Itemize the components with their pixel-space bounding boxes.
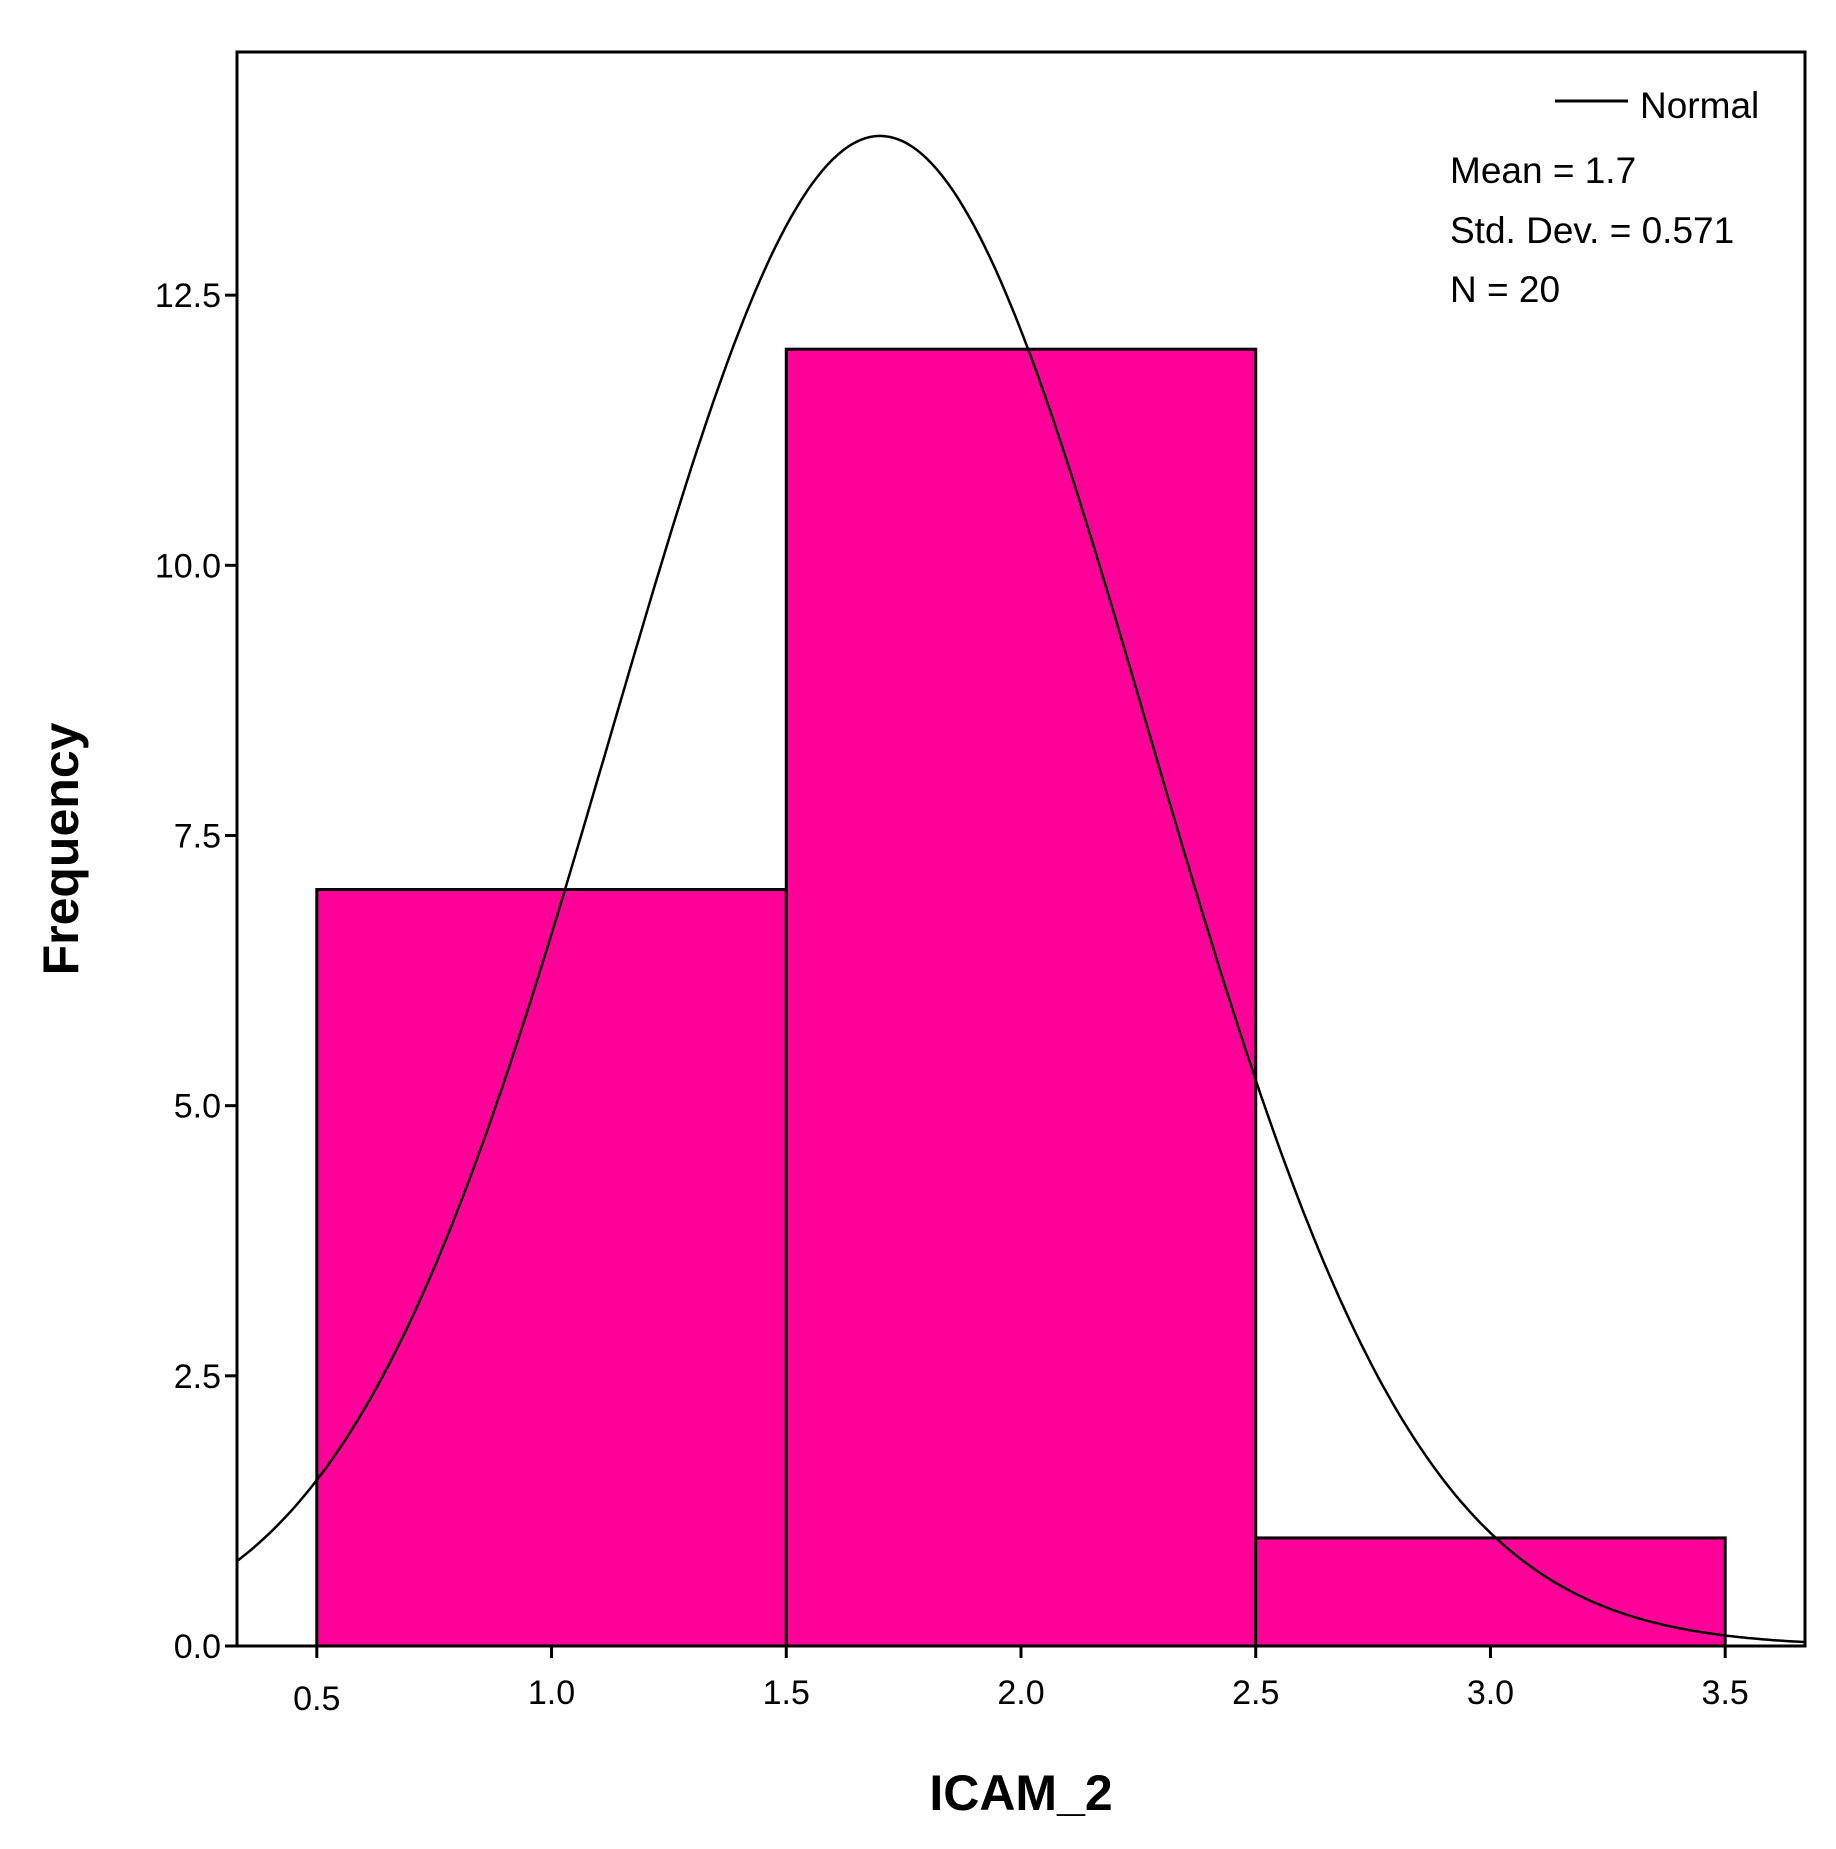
x-tick-label: 3.5 (1702, 1674, 1749, 1712)
histogram-bars (315, 347, 1727, 1648)
x-tick-label: 2.0 (997, 1674, 1044, 1712)
x-tick-label: 3.0 (1467, 1674, 1514, 1712)
axes: 0.0 2.5 5.0 7.5 10.0 12.5 0.5 1.0 1.5 2.0 2.5 3.0 3.… (155, 277, 1749, 1718)
legend-mean: Mean = 1.7 (1450, 150, 1636, 191)
y-tick-label: 7.5 (174, 817, 221, 855)
x-tick-label: 0.5 (293, 1680, 340, 1718)
legend: Normal Mean = 1.7 Std. Dev. = 0.571 N = … (1450, 85, 1759, 310)
histogram-bar-1 (315, 888, 788, 1648)
x-tick-label: 2.5 (1232, 1674, 1279, 1712)
legend-std-dev: Std. Dev. = 0.571 (1450, 210, 1734, 251)
legend-curve-label: Normal (1640, 85, 1759, 126)
y-tick-label: 5.0 (174, 1088, 221, 1126)
normal-curve (236, 134, 1806, 1644)
y-tick-label: 12.5 (155, 277, 221, 315)
y-axis-title: Frequency (33, 722, 89, 975)
legend-n: N = 20 (1450, 269, 1560, 310)
y-tick-label: 0.0 (174, 1628, 221, 1666)
histogram-bar-2 (784, 347, 1258, 1648)
y-tick-label: 10.0 (155, 547, 221, 585)
histogram-bar-3 (1254, 1536, 1727, 1648)
x-tick-label: 1.5 (763, 1674, 810, 1712)
x-tick-label: 1.0 (528, 1674, 575, 1712)
y-tick-label: 2.5 (174, 1358, 221, 1396)
x-axis-title: ICAM_2 (929, 1765, 1112, 1821)
